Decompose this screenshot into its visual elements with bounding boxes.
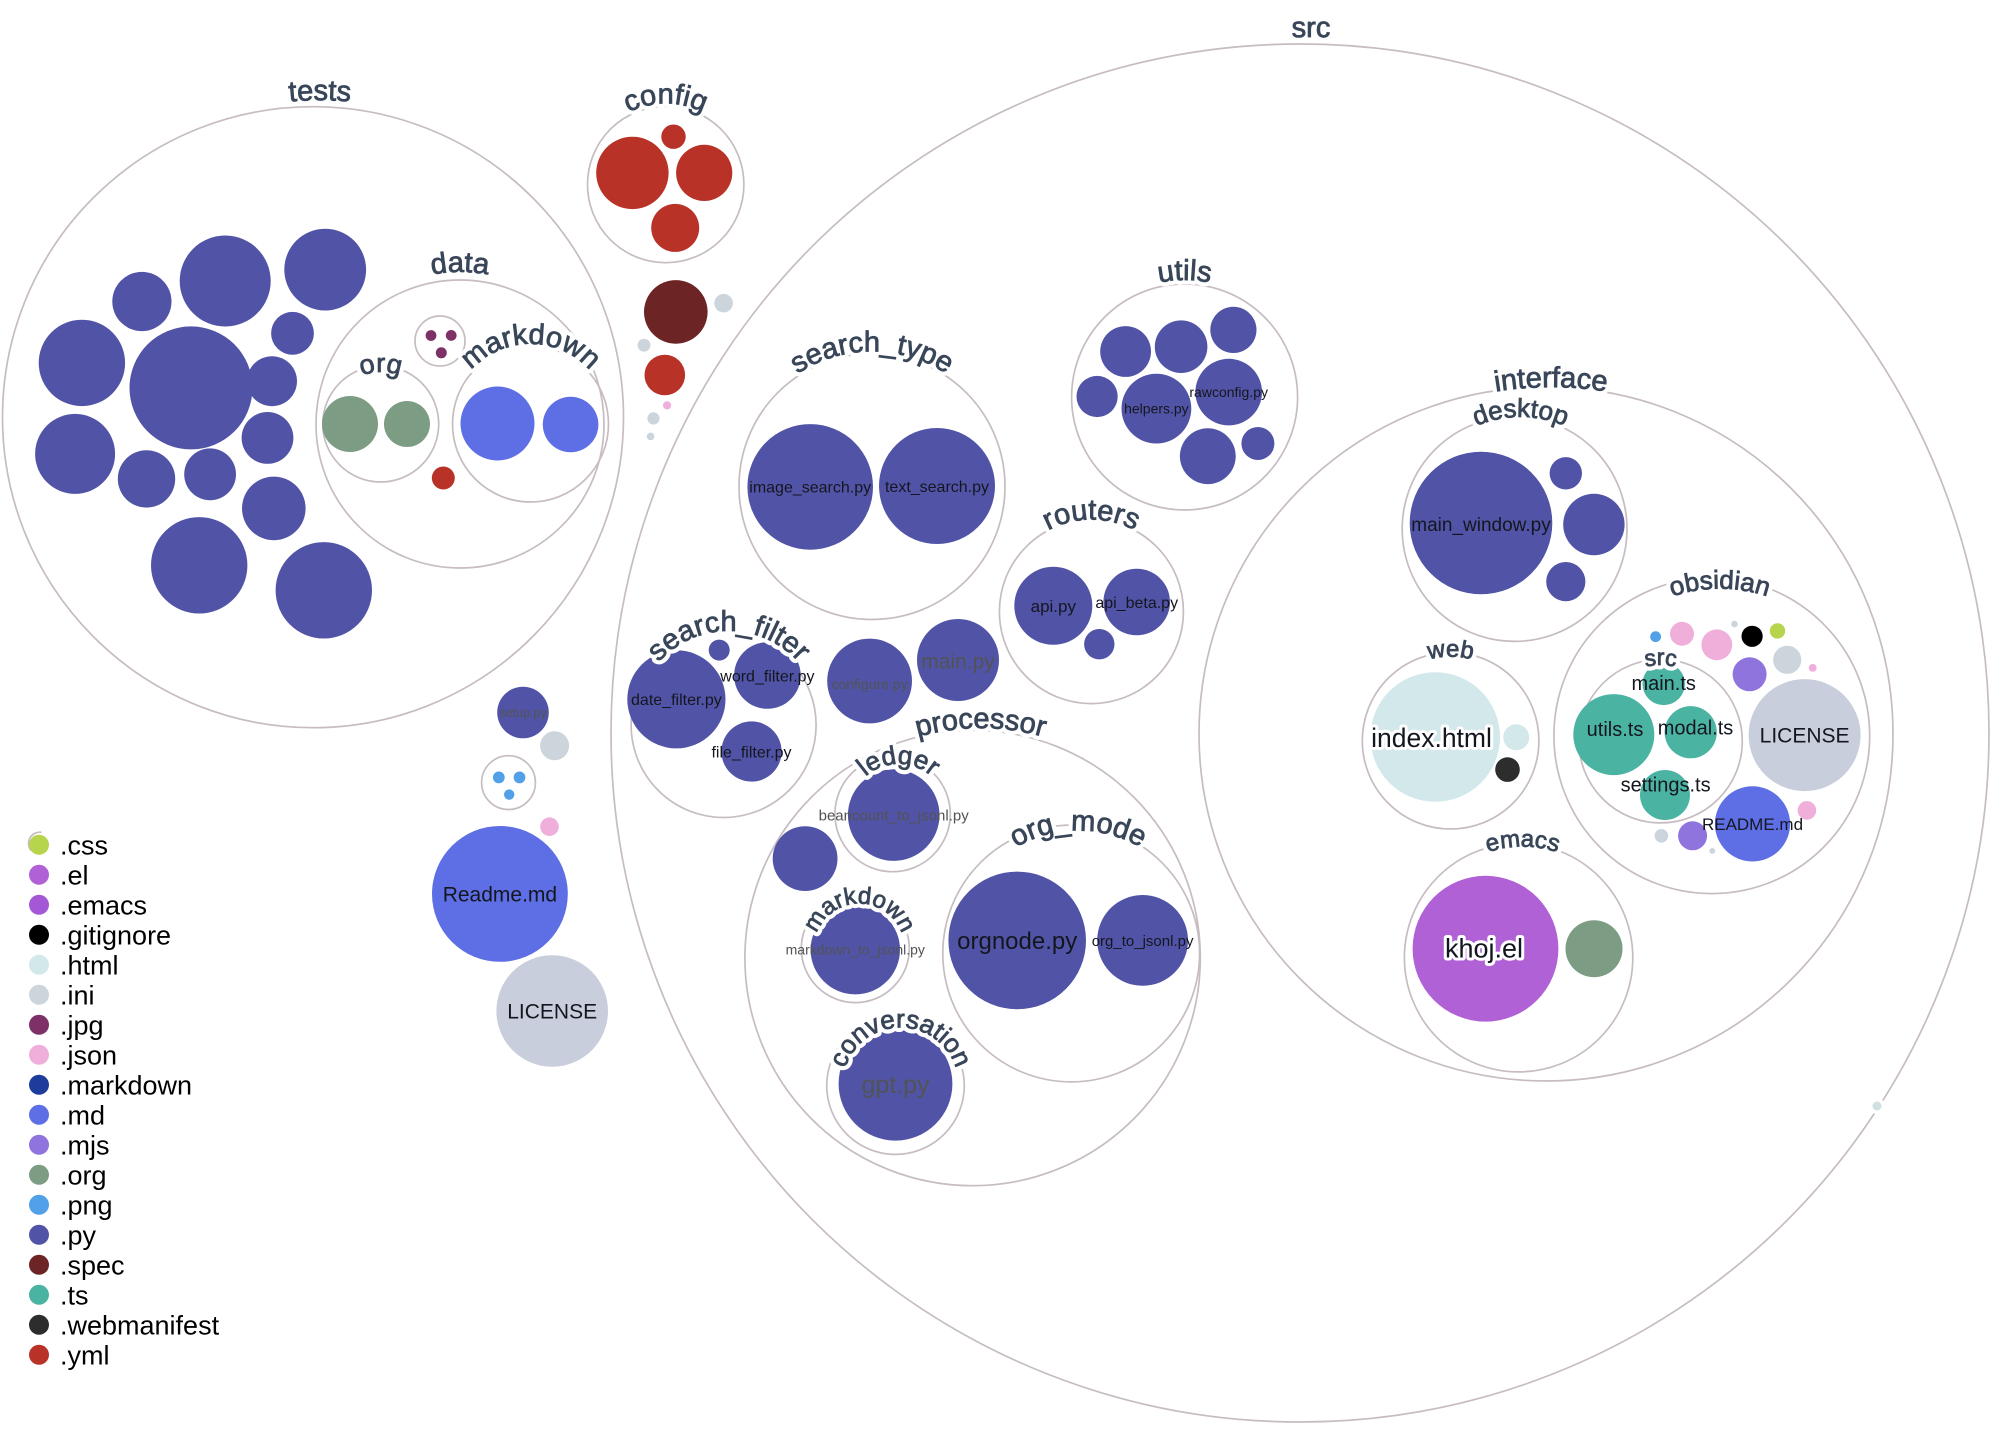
svg-text:setup.py: setup.py [499,706,547,720]
svg-text:org: org [356,348,405,381]
svg-text:search_filter: search_filter [641,606,817,667]
svg-text:.markdown: .markdown [60,1070,192,1100]
svg-text:.el: .el [60,860,89,890]
svg-text:beancount_to_jsonl.py: beancount_to_jsonl.py [819,808,970,825]
svg-text:routers: routers [1037,494,1145,536]
svg-text:orgnode.py: orgnode.py [957,928,1077,955]
svg-text:processor: processor [912,703,1050,744]
svg-text:khoj.el: khoj.el [1445,934,1523,964]
svg-text:helpers.py: helpers.py [1124,401,1189,417]
svg-text:interface: interface [1492,362,1610,398]
svg-text:.jpg: .jpg [60,1010,104,1040]
svg-text:.emacs: .emacs [60,890,147,920]
svg-text:data: data [429,247,493,282]
svg-text:org_mode: org_mode [1005,805,1152,853]
svg-text:main_window.py: main_window.py [1411,515,1551,536]
svg-text:utils: utils [1155,255,1214,290]
svg-text:markdown: markdown [455,319,607,376]
svg-text:word_filter.py: word_filter.py [719,668,814,685]
svg-text:.org: .org [60,1160,107,1190]
svg-text:markdown_to_jsonl.py: markdown_to_jsonl.py [786,942,925,958]
svg-text:utils.ts: utils.ts [1587,719,1644,741]
svg-text:.mjs: .mjs [60,1130,110,1160]
svg-text:.json: .json [60,1040,117,1070]
svg-text:main.ts: main.ts [1631,673,1695,695]
svg-text:data: data [429,247,493,282]
svg-text:org_to_jsonl.py: org_to_jsonl.py [1092,933,1194,950]
svg-text:.spec: .spec [60,1250,125,1280]
svg-text:index.html: index.html [1371,723,1492,753]
svg-text:desktop: desktop [1468,393,1573,432]
svg-text:LICENSE: LICENSE [507,1001,597,1024]
svg-text:.ini: .ini [60,980,95,1010]
svg-text:Readme.md: Readme.md [443,884,557,907]
svg-text:main.py: main.py [921,651,995,674]
svg-text:text_search.py: text_search.py [885,479,989,496]
svg-text:web: web [1424,636,1476,666]
svg-text:.md: .md [60,1100,105,1130]
svg-text:api_beta.py: api_beta.py [1095,595,1178,612]
svg-text:src: src [1291,12,1330,44]
svg-text:tests: tests [287,75,352,108]
svg-text:src: src [1643,644,1679,671]
svg-text:settings.ts: settings.ts [1621,775,1711,797]
svg-text:rawconfig.py: rawconfig.py [1189,384,1268,400]
svg-text:obsidian: obsidian [1666,565,1775,603]
svg-text:src: src [1291,12,1330,44]
svg-text:.yml: .yml [60,1340,110,1370]
svg-text:README.md: README.md [1702,815,1803,834]
svg-text:file_filter.py: file_filter.py [711,744,791,761]
svg-text:.png: .png [60,1190,113,1220]
svg-text:config: config [619,78,713,118]
svg-text:.html: .html [60,950,119,980]
svg-text:.ts: .ts [60,1280,89,1310]
svg-text:gpt.py: gpt.py [861,1071,930,1099]
svg-text:.py: .py [60,1220,97,1250]
svg-text:api.py: api.py [1031,597,1077,616]
svg-text:date_filter.py: date_filter.py [631,692,722,709]
svg-text:utils: utils [1155,255,1214,290]
svg-text:modal.ts: modal.ts [1658,718,1734,740]
svg-text:LICENSE: LICENSE [1760,725,1850,748]
svg-text:emacs: emacs [1482,825,1563,858]
svg-text:.css: .css [60,830,108,860]
svg-text:image_search.py: image_search.py [749,480,871,497]
svg-text:.gitignore: .gitignore [60,920,171,950]
svg-text:search_type: search_type [785,326,960,379]
svg-text:configure.py: configure.py [831,676,907,692]
svg-text:tests: tests [287,75,352,108]
svg-text:.webmanifest: .webmanifest [60,1310,220,1340]
